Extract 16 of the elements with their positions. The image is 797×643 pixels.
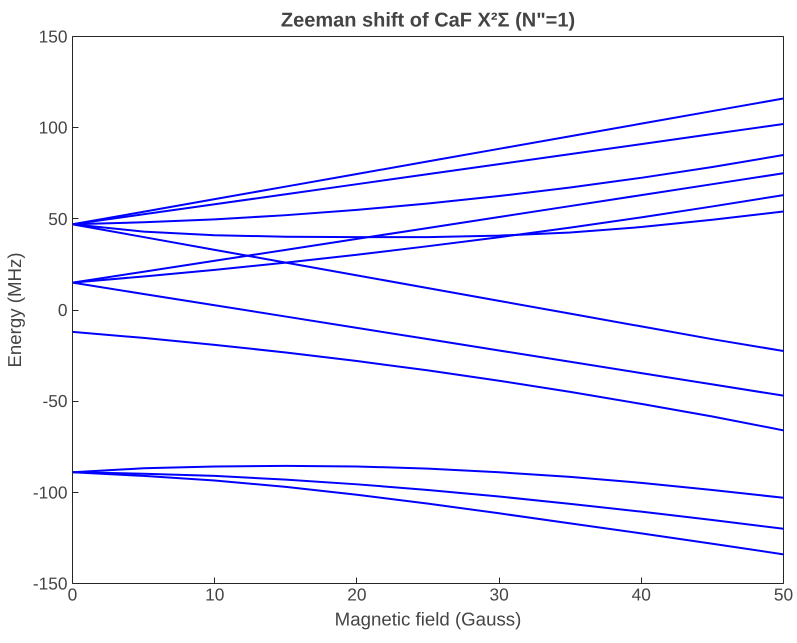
x-tick-label: 10 — [205, 584, 224, 604]
x-tick-label: 50 — [774, 584, 794, 604]
y-tick-label: -100 — [32, 482, 68, 502]
y-tick-label: -150 — [32, 574, 68, 594]
y-tick-label: 100 — [38, 118, 68, 138]
x-tick-label: 40 — [632, 584, 651, 604]
y-tick-label: 50 — [48, 208, 68, 229]
y-tick-label: 150 — [38, 26, 68, 46]
x-tick-label: 20 — [347, 584, 367, 604]
line-series — [72, 330, 784, 432]
y-tick-label: 0 — [58, 300, 68, 320]
x-tick-label: 30 — [489, 584, 509, 604]
chart-title: Zeeman shift of CaF X²Σ (N"=1) — [280, 10, 576, 32]
y-tick-label: -50 — [42, 391, 68, 412]
x-axis-title: Magnetic field (Gauss) — [334, 608, 522, 630]
y-axis-title: Energy (MHz) — [4, 252, 25, 368]
